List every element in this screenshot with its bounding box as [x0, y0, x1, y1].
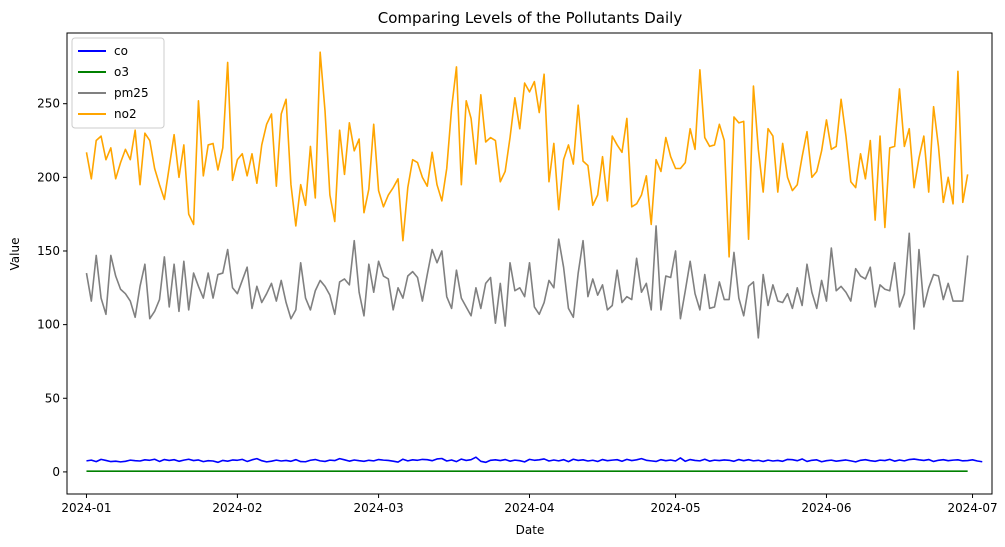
y-axis-label: Value — [8, 238, 22, 271]
x-tick-label: 2024-04 — [504, 501, 554, 515]
series-line-co — [86, 456, 983, 464]
legend-label-co: co — [114, 44, 128, 58]
legend-label-pm25: pm25 — [114, 86, 149, 100]
chart-title: Comparing Levels of the Pollutants Daily — [378, 9, 683, 27]
y-tick-label: 150 — [37, 244, 60, 258]
legend: co o3 pm25 no2 — [71, 37, 165, 129]
y-tick-label: 200 — [37, 170, 60, 184]
x-tick-label: 2024-07 — [947, 501, 997, 515]
y-tick-label: 0 — [52, 465, 60, 479]
x-tick-label: 2024-03 — [354, 501, 404, 515]
legend-label-no2: no2 — [114, 107, 137, 121]
x-axis-label: Date — [516, 523, 545, 537]
series-line-no2 — [85, 51, 969, 258]
legend-label-o3: o3 — [114, 65, 129, 79]
y-tick-label: 250 — [37, 97, 60, 111]
series-line-pm25 — [85, 225, 969, 339]
x-tick-label: 2024-05 — [650, 501, 700, 515]
x-axis: 2024-01 2024-02 2024-03 2024-04 2024-05 2024-… — [61, 494, 998, 515]
series-layer — [85, 51, 983, 472]
y-axis: 0 50 100 150 200 250 — [37, 97, 67, 479]
y-tick-label: 100 — [37, 318, 60, 332]
x-tick-label: 2024-01 — [61, 501, 111, 515]
x-tick-label: 2024-02 — [212, 501, 262, 515]
x-tick-label: 2024-06 — [801, 501, 851, 515]
y-tick-label: 50 — [45, 391, 60, 405]
legend-box — [71, 37, 165, 129]
